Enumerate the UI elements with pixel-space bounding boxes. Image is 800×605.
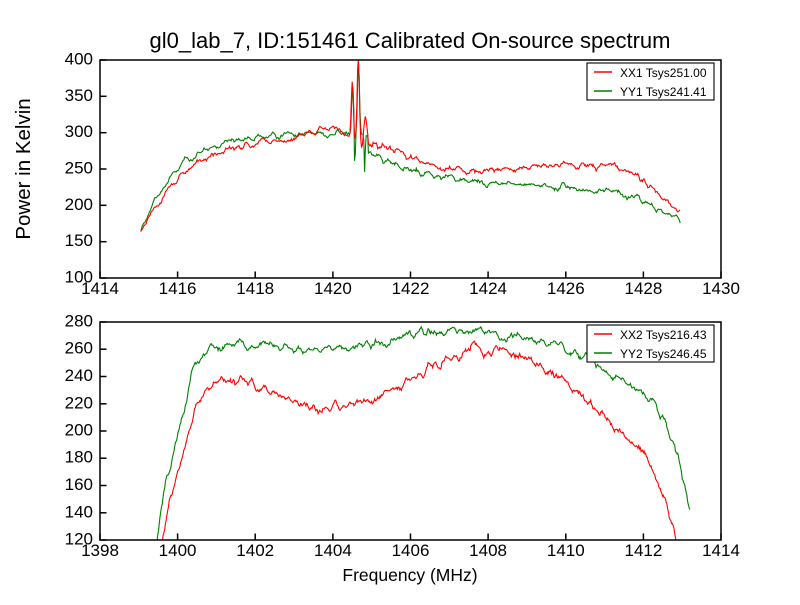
- svg-text:YY1 Tsys241.41: YY1 Tsys241.41: [620, 85, 707, 99]
- svg-text:1398: 1398: [81, 541, 119, 560]
- svg-text:350: 350: [65, 86, 93, 105]
- svg-text:1400: 1400: [159, 541, 197, 560]
- svg-text:1408: 1408: [469, 541, 507, 560]
- svg-text:280: 280: [65, 312, 93, 331]
- svg-text:1426: 1426: [547, 279, 585, 298]
- svg-text:1412: 1412: [624, 541, 662, 560]
- svg-text:XX2 Tsys216.43: XX2 Tsys216.43: [620, 328, 707, 342]
- svg-text:260: 260: [65, 339, 93, 358]
- svg-text:1410: 1410: [547, 541, 585, 560]
- svg-text:150: 150: [65, 231, 93, 250]
- svg-text:1430: 1430: [702, 279, 740, 298]
- svg-text:300: 300: [65, 122, 93, 141]
- svg-text:1414: 1414: [81, 279, 119, 298]
- svg-text:1402: 1402: [236, 541, 274, 560]
- svg-text:200: 200: [65, 421, 93, 440]
- svg-text:180: 180: [65, 448, 93, 467]
- svg-text:1404: 1404: [314, 541, 352, 560]
- svg-text:1418: 1418: [236, 279, 274, 298]
- svg-text:250: 250: [65, 159, 93, 178]
- svg-text:XX1 Tsys251.00: XX1 Tsys251.00: [620, 66, 707, 80]
- svg-text:1428: 1428: [624, 279, 662, 298]
- svg-text:160: 160: [65, 475, 93, 494]
- svg-text:400: 400: [65, 50, 93, 69]
- svg-text:220: 220: [65, 393, 93, 412]
- svg-text:240: 240: [65, 366, 93, 385]
- svg-text:Frequency (MHz): Frequency (MHz): [342, 565, 477, 585]
- svg-text:200: 200: [65, 195, 93, 214]
- svg-text:YY2 Tsys246.45: YY2 Tsys246.45: [620, 347, 707, 361]
- svg-text:1420: 1420: [314, 279, 352, 298]
- svg-text:1424: 1424: [469, 279, 507, 298]
- svg-text:gl0_lab_7, ID:151461 Calibrate: gl0_lab_7, ID:151461 Calibrated On-sourc…: [150, 28, 671, 53]
- svg-text:Power in Kelvin: Power in Kelvin: [12, 98, 35, 239]
- svg-text:1414: 1414: [702, 541, 740, 560]
- svg-text:1416: 1416: [159, 279, 197, 298]
- svg-text:1422: 1422: [392, 279, 430, 298]
- svg-text:140: 140: [65, 502, 93, 521]
- svg-text:1406: 1406: [392, 541, 430, 560]
